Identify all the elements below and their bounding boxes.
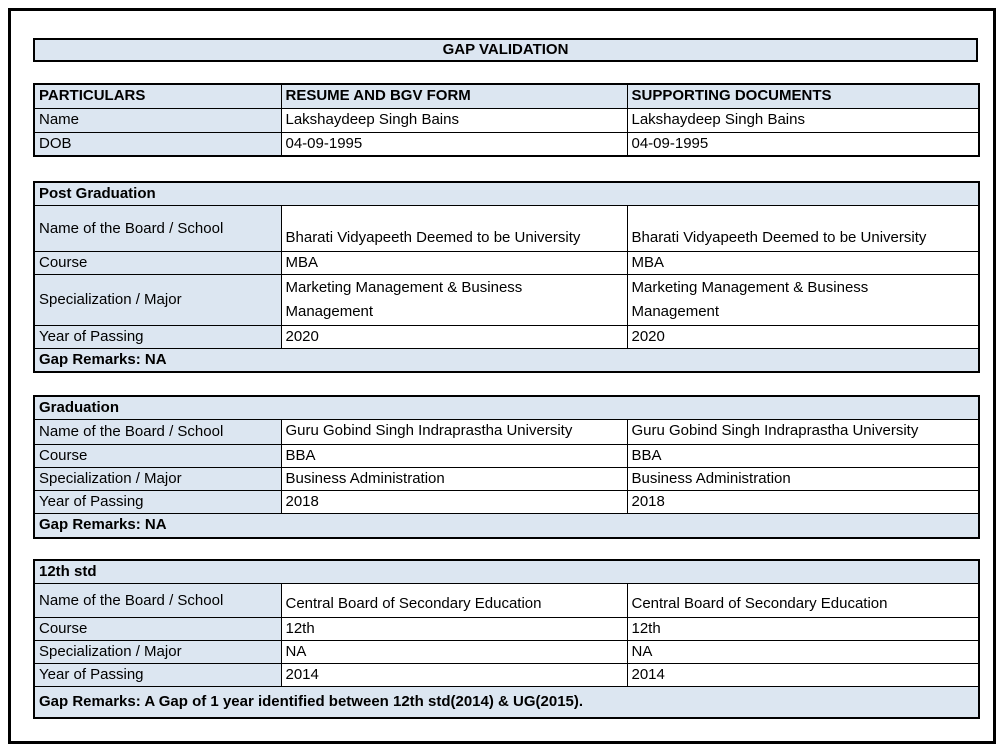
resume-value: 2020 xyxy=(280,325,628,349)
post-graduation-table: Post Graduation Name of the Board / Scho… xyxy=(33,181,981,373)
page-title: GAP VALIDATION xyxy=(33,38,978,62)
page-frame: GAP VALIDATION PARTICULARS RESUME AND BG… xyxy=(8,8,996,744)
row-label: Name of the Board / School xyxy=(33,205,282,252)
supporting-value: BBA xyxy=(626,444,980,468)
section-header-row: Post Graduation xyxy=(33,181,980,206)
column-header-particulars: PARTICULARS xyxy=(33,83,282,109)
resume-value: Lakshaydeep Singh Bains xyxy=(280,107,628,133)
row-label: DOB xyxy=(33,131,282,157)
table-header-row: PARTICULARS RESUME AND BGV FORM SUPPORTI… xyxy=(33,83,980,109)
row-label: Year of Passing xyxy=(33,490,282,514)
gap-remarks-row: Gap Remarks: NA xyxy=(33,348,980,373)
column-header-resume: RESUME AND BGV FORM xyxy=(280,83,628,109)
gap-remarks: Gap Remarks: NA xyxy=(33,513,980,538)
resume-value: Central Board of Secondary Education xyxy=(280,583,628,618)
row-label: Course xyxy=(33,617,282,641)
gap-remarks-row: Gap Remarks: NA xyxy=(33,513,980,538)
supporting-value: Guru Gobind Singh Indraprastha Universit… xyxy=(626,419,980,445)
supporting-value: 2020 xyxy=(626,325,980,349)
table-row-specialization: Specialization / Major Marketing Managem… xyxy=(33,274,980,326)
supporting-value: Business Administration xyxy=(626,467,980,491)
resume-value: NA xyxy=(280,640,628,664)
supporting-value: 04-09-1995 xyxy=(626,131,980,157)
table-row-dob: DOB 04-09-1995 04-09-1995 xyxy=(33,131,980,157)
resume-value: 04-09-1995 xyxy=(280,131,628,157)
supporting-value: MBA xyxy=(626,251,980,275)
section-header-row: 12th std xyxy=(33,559,980,584)
table-row-board: Name of the Board / School Central Board… xyxy=(33,583,980,618)
gap-remarks: Gap Remarks: A Gap of 1 year identified … xyxy=(33,686,980,718)
row-label: Course xyxy=(33,251,282,275)
supporting-value: NA xyxy=(626,640,980,664)
section-title: 12th std xyxy=(33,559,980,584)
supporting-value: 2014 xyxy=(626,663,980,687)
supporting-value: 12th xyxy=(626,617,980,641)
section-header-row: Graduation xyxy=(33,395,980,420)
table-row-year: Year of Passing 2018 2018 xyxy=(33,490,980,514)
resume-value: 2018 xyxy=(280,490,628,514)
supporting-value: Marketing Management & Business Manageme… xyxy=(626,274,980,326)
resume-value: Guru Gobind Singh Indraprastha Universit… xyxy=(280,419,628,445)
resume-value: Marketing Management & Business Manageme… xyxy=(280,274,628,326)
supporting-value: Central Board of Secondary Education xyxy=(626,583,980,618)
resume-value: 2014 xyxy=(280,663,628,687)
twelfth-std-table: 12th std Name of the Board / School Cent… xyxy=(33,558,981,719)
gap-remarks-row: Gap Remarks: A Gap of 1 year identified … xyxy=(33,686,980,718)
row-label: Year of Passing xyxy=(33,325,282,349)
row-label: Specialization / Major xyxy=(33,640,282,664)
row-label: Name xyxy=(33,107,282,133)
spacer xyxy=(33,62,978,83)
gap-remarks: Gap Remarks: NA xyxy=(33,348,980,373)
resume-value: Bharati Vidyapeeth Deemed to be Universi… xyxy=(280,205,628,252)
resume-value: 12th xyxy=(280,617,628,641)
supporting-value-text: Marketing Management & Business Manageme… xyxy=(631,279,869,320)
section-title: Graduation xyxy=(33,395,980,420)
table-row-specialization: Specialization / Major NA NA xyxy=(33,640,980,664)
resume-value: BBA xyxy=(280,444,628,468)
table-row-year: Year of Passing 2020 2020 xyxy=(33,325,980,349)
particulars-table: PARTICULARS RESUME AND BGV FORM SUPPORTI… xyxy=(33,83,980,157)
table-row-course: Course MBA MBA xyxy=(33,251,980,275)
document-content: GAP VALIDATION PARTICULARS RESUME AND BG… xyxy=(33,38,981,719)
row-label: Name of the Board / School xyxy=(33,583,282,618)
supporting-value: Lakshaydeep Singh Bains xyxy=(626,107,980,133)
table-row-year: Year of Passing 2014 2014 xyxy=(33,663,980,687)
table-row-course: Course 12th 12th xyxy=(33,617,980,641)
supporting-value: Bharati Vidyapeeth Deemed to be Universi… xyxy=(626,205,980,252)
row-label: Specialization / Major xyxy=(33,467,282,491)
row-label: Course xyxy=(33,444,282,468)
row-label: Name of the Board / School xyxy=(33,419,282,445)
section-title: Post Graduation xyxy=(33,181,980,206)
row-label: Year of Passing xyxy=(33,663,282,687)
table-row-board: Name of the Board / School Bharati Vidya… xyxy=(33,205,980,252)
graduation-table: Graduation Name of the Board / School Gu… xyxy=(33,395,981,539)
spacer xyxy=(33,157,978,181)
supporting-value: 2018 xyxy=(626,490,980,514)
resume-value: Business Administration xyxy=(280,467,628,491)
table-row-name: Name Lakshaydeep Singh Bains Lakshaydeep… xyxy=(33,107,980,133)
row-label: Specialization / Major xyxy=(33,274,282,326)
column-header-supporting: SUPPORTING DOCUMENTS xyxy=(626,83,980,109)
table-row-board: Name of the Board / School Guru Gobind S… xyxy=(33,419,980,445)
table-row-specialization: Specialization / Major Business Administ… xyxy=(33,467,980,491)
resume-value-text: Marketing Management & Business Manageme… xyxy=(285,279,523,320)
spacer xyxy=(33,373,978,395)
spacer xyxy=(33,539,978,559)
table-row-course: Course BBA BBA xyxy=(33,444,980,468)
resume-value: MBA xyxy=(280,251,628,275)
